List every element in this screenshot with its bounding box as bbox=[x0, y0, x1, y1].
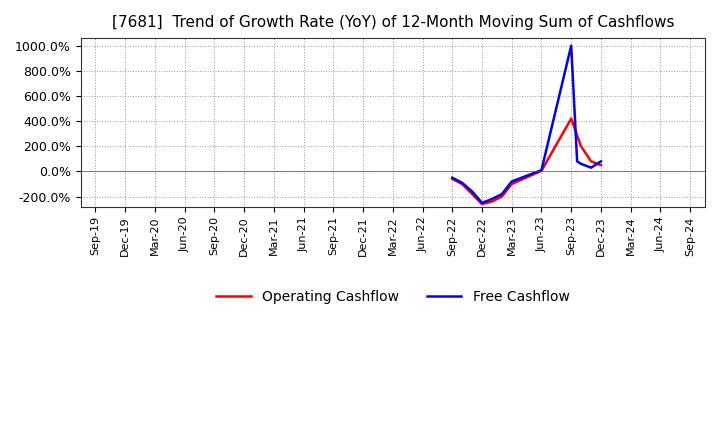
Line: Free Cashflow: Free Cashflow bbox=[452, 46, 601, 203]
Line: Operating Cashflow: Operating Cashflow bbox=[452, 119, 601, 204]
Free Cashflow bbox=[577, 161, 585, 166]
Free Cashflow bbox=[468, 189, 477, 194]
Operating Cashflow bbox=[508, 181, 516, 187]
Free Cashflow bbox=[573, 159, 582, 164]
Free Cashflow bbox=[477, 200, 486, 205]
Free Cashflow bbox=[448, 175, 456, 180]
Operating Cashflow bbox=[448, 176, 456, 182]
Operating Cashflow bbox=[468, 191, 477, 197]
Operating Cashflow bbox=[567, 116, 575, 121]
Free Cashflow bbox=[458, 180, 467, 185]
Free Cashflow bbox=[587, 165, 595, 170]
Free Cashflow bbox=[508, 179, 516, 184]
Operating Cashflow bbox=[477, 202, 486, 207]
Operating Cashflow bbox=[498, 194, 506, 199]
Free Cashflow bbox=[537, 168, 546, 173]
Title: [7681]  Trend of Growth Rate (YoY) of 12-Month Moving Sum of Cashflows: [7681] Trend of Growth Rate (YoY) of 12-… bbox=[112, 15, 674, 30]
Free Cashflow bbox=[567, 43, 575, 48]
Operating Cashflow bbox=[487, 199, 496, 204]
Operating Cashflow bbox=[537, 168, 546, 173]
Free Cashflow bbox=[597, 159, 606, 164]
Operating Cashflow bbox=[597, 162, 606, 168]
Operating Cashflow bbox=[577, 143, 585, 149]
Free Cashflow bbox=[498, 191, 506, 197]
Operating Cashflow bbox=[458, 181, 467, 187]
Legend: Operating Cashflow, Free Cashflow: Operating Cashflow, Free Cashflow bbox=[210, 284, 575, 309]
Operating Cashflow bbox=[587, 159, 595, 164]
Free Cashflow bbox=[487, 197, 496, 202]
